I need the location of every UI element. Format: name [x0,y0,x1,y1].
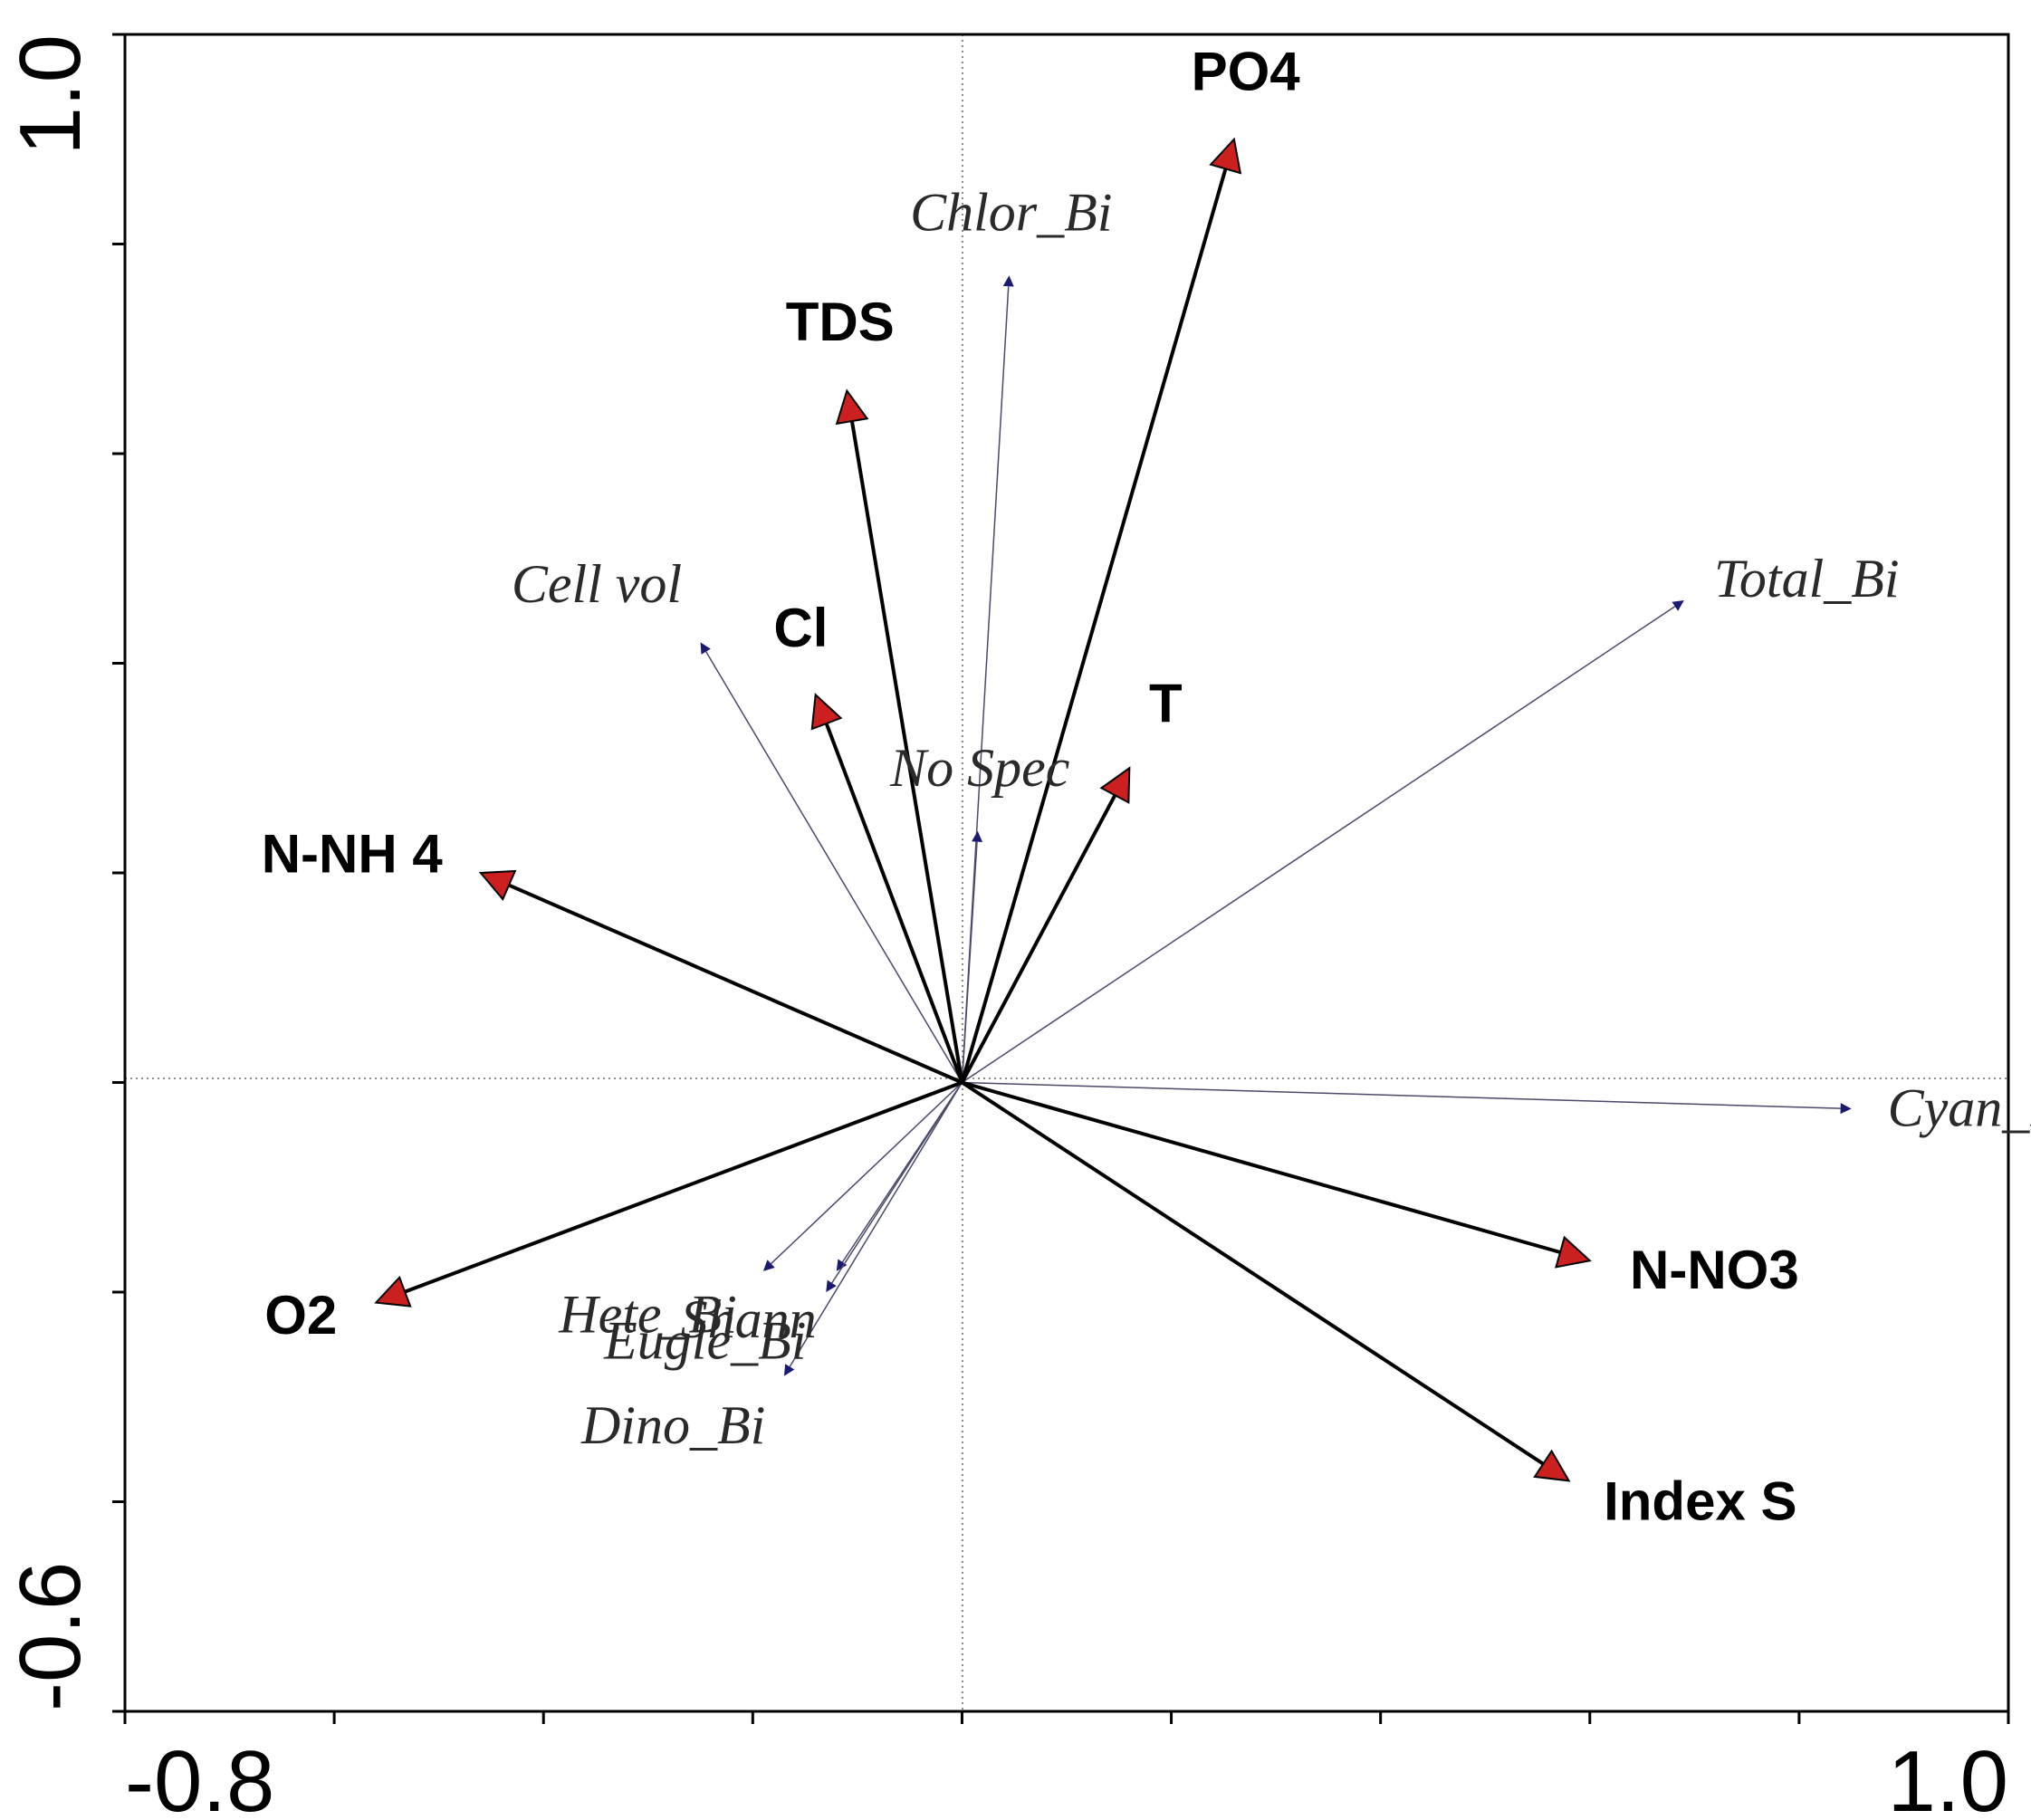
vector-labels: Chlor_Bi Total_Bi Cell vol No Spec Cyan_Bi He… [262,42,2031,1532]
env-label-n-no3: N-NO3 [1630,1240,1799,1300]
env-label-t: T [1149,674,1183,734]
env-label-index-s: Index S [1604,1471,1796,1532]
species-label-chlor-bi: Chlor_Bi [910,182,1112,242]
species-vector-hete-bi [771,1081,963,1265]
env-arrowhead-tds [835,388,869,426]
species-arrowhead-shann [836,1259,848,1271]
env-arrowhead-o2 [374,1275,412,1308]
species-vector-dino-bi [789,1082,963,1367]
env-arrowhead-n-nh-4 [478,869,517,902]
env-label-n-nh-4: N-NH 4 [262,824,444,885]
species-arrowhead-eugle-bi [826,1279,837,1292]
species-vector-no-spec [961,841,978,1083]
axis-ticks [112,33,2010,1724]
env-vector-t [960,794,1117,1084]
env-vector-po4 [960,168,1228,1084]
env-arrowhead-t [1099,766,1131,804]
env-arrowhead-index-s [1533,1449,1571,1482]
zero-lines [125,34,2008,1711]
species-label-shann: Shann [681,1289,817,1349]
env-label-po4: PO4 [1192,42,1301,102]
species-label-no-spec: No Spec [889,738,1069,798]
species-arrowhead-dino-bi [784,1364,795,1376]
y-tick-label-max: 1.0 [2,34,99,155]
env-label-tds: TDS [786,292,895,352]
vectors-layer [374,137,1852,1482]
species-vector-eugle-bi [831,1082,963,1284]
species-arrowhead-chlor-bi [1002,275,1014,287]
x-tick-label-min: -0.8 [125,1733,274,1820]
species-label-cell-vol: Cell vol [512,554,682,614]
species-arrowhead-total-bi [1672,600,1684,611]
env-arrowhead-po4 [1209,137,1242,175]
env-vector-cl [824,723,964,1084]
env-vector-o2 [404,1080,963,1294]
species-label-total-bi: Total_Bi [1714,549,1900,608]
species-label-eugle-bi: Eugle_Bi [603,1311,806,1371]
species-vector-total-bi [962,606,1676,1084]
species-label-hete-bi: Hete_Bi [558,1284,737,1344]
env-arrowhead-n-no3 [1555,1235,1592,1269]
species-arrowhead-cell-vol [700,642,711,655]
env-vector-index-s [961,1080,1545,1466]
species-arrowhead-no-spec [972,830,983,843]
env-arrowhead-cl [810,693,843,731]
env-vector-tds [849,420,964,1083]
species-arrowhead-cyan-bi [1840,1103,1852,1115]
plot-frame [123,33,2010,1713]
species-arrowhead-hete-bi [762,1260,775,1271]
species-vector-cell-vol [705,651,963,1083]
x-tick-label-max: 1.0 [1888,1733,2008,1820]
env-vector-n-nh-4 [508,883,963,1085]
y-tick-label-min: -0.6 [2,1562,99,1711]
species-label-cyan-bi: Cyan_Bi [1888,1078,2031,1138]
env-label-cl: Cl [773,598,828,658]
env-vector-n-no3 [961,1080,1561,1254]
species-vector-cyan-bi [962,1081,1841,1109]
species-label-dino-bi: Dino_Bi [580,1395,765,1455]
axis-tick-labels: -0.8 1.0 -0.6 1.0 [2,34,2008,1820]
env-label-o2: O2 [264,1285,337,1346]
